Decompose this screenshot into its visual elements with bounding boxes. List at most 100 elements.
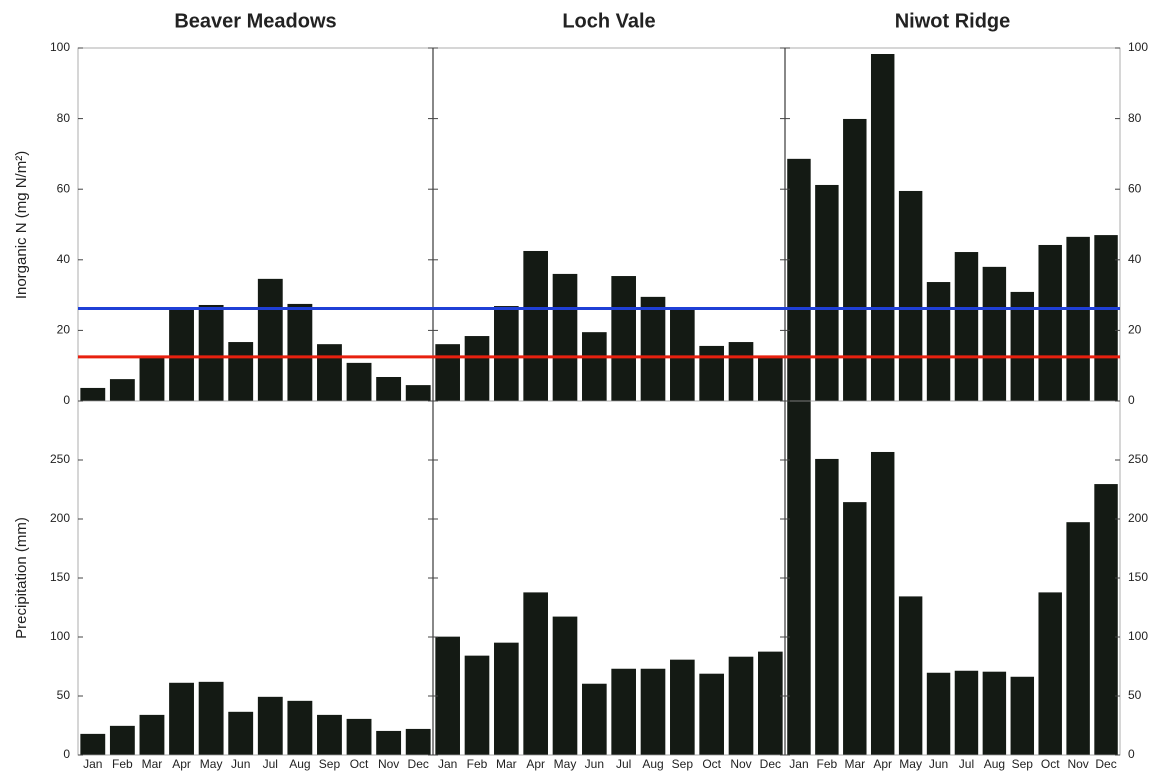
y-tick-label: 60	[1128, 181, 1142, 195]
y-tick-label: 100	[50, 629, 70, 643]
bar	[464, 336, 490, 401]
y-tick-label: 40	[57, 252, 71, 266]
bar	[1094, 235, 1118, 401]
bar	[1066, 522, 1090, 755]
y-tick-label: 0	[63, 747, 70, 761]
bar	[640, 668, 666, 755]
x-tick-label: Dec	[408, 757, 429, 771]
y-tick-label: 100	[1128, 629, 1148, 643]
bar	[169, 309, 194, 401]
bar	[287, 303, 313, 401]
bar	[494, 306, 519, 401]
x-tick-label: Jul	[263, 757, 278, 771]
x-tick-label: Jun	[585, 757, 604, 771]
bar	[198, 681, 224, 755]
bar	[376, 376, 402, 401]
bar	[405, 385, 431, 401]
y-tick-label: 50	[57, 688, 71, 702]
bar	[611, 276, 636, 401]
y-tick-label: 150	[50, 570, 70, 584]
x-tick-label: Feb	[817, 757, 838, 771]
x-tick-label: Oct	[702, 757, 721, 771]
x-tick-label: Apr	[172, 757, 191, 771]
bar	[494, 642, 519, 755]
bar	[582, 332, 607, 401]
bar	[787, 158, 811, 401]
bar	[80, 387, 106, 401]
bar	[843, 118, 867, 401]
bar	[139, 356, 165, 401]
x-tick-label: Apr	[526, 757, 545, 771]
bar	[870, 451, 895, 755]
x-tick-label: Oct	[350, 757, 369, 771]
x-tick-label: Nov	[378, 757, 399, 771]
bar	[405, 728, 431, 755]
bar	[464, 655, 490, 755]
x-tick-label: Jan	[438, 757, 457, 771]
x-tick-label: Apr	[873, 757, 892, 771]
x-tick-label: May	[200, 757, 223, 771]
bar	[1066, 236, 1090, 401]
bar	[758, 356, 783, 401]
bar	[198, 304, 224, 401]
x-tick-label: Jul	[959, 757, 974, 771]
bar	[670, 659, 695, 755]
bar	[228, 342, 254, 401]
bar	[109, 379, 135, 401]
bar	[287, 700, 313, 755]
bar	[552, 616, 578, 755]
bar	[843, 502, 867, 755]
x-tick-label: Jul	[616, 757, 631, 771]
bar	[787, 401, 811, 755]
x-tick-label: Nov	[730, 757, 751, 771]
y-tick-label: 100	[50, 40, 70, 54]
panel-title: Loch Vale	[562, 10, 655, 32]
x-tick-label: Feb	[467, 757, 488, 771]
bar	[257, 278, 283, 401]
x-tick-label: Dec	[760, 757, 781, 771]
bar	[1094, 484, 1118, 755]
bar	[954, 252, 979, 401]
bar	[758, 651, 783, 755]
bar	[982, 671, 1007, 755]
bar	[552, 273, 578, 401]
y-axis-label: Precipitation (mm)	[13, 517, 30, 639]
x-tick-label: Feb	[112, 757, 133, 771]
bar	[435, 636, 460, 755]
y-tick-label: 60	[57, 181, 71, 195]
bar	[80, 733, 106, 755]
y-tick-label: 20	[1128, 323, 1142, 337]
bar	[317, 344, 342, 401]
y-tick-label: 20	[57, 323, 71, 337]
x-tick-label: Mar	[496, 757, 517, 771]
x-tick-label: Jan	[789, 757, 808, 771]
y-tick-label: 50	[1128, 688, 1142, 702]
x-tick-label: Jan	[83, 757, 102, 771]
y-tick-label: 0	[1128, 393, 1135, 407]
x-tick-label: May	[899, 757, 922, 771]
y-tick-label: 0	[1128, 747, 1135, 761]
bar	[670, 308, 695, 401]
x-tick-label: Aug	[984, 757, 1005, 771]
x-tick-label: Sep	[319, 757, 341, 771]
panel-title: Beaver Meadows	[174, 10, 336, 32]
x-tick-label: Mar	[142, 757, 163, 771]
bar	[1038, 592, 1062, 755]
x-tick-label: Jun	[929, 757, 948, 771]
x-tick-label: Nov	[1067, 757, 1088, 771]
bar	[611, 668, 636, 755]
bar	[640, 296, 666, 401]
x-tick-label: May	[554, 757, 577, 771]
y-tick-label: 100	[1128, 40, 1148, 54]
y-tick-label: 200	[50, 511, 70, 525]
bar	[699, 345, 724, 401]
x-tick-label: Mar	[844, 757, 865, 771]
bar	[898, 596, 923, 755]
bar	[699, 673, 724, 755]
bar	[376, 730, 402, 755]
panel-title: Niwot Ridge	[895, 10, 1011, 32]
bar	[346, 718, 372, 755]
bar	[582, 683, 607, 755]
y-tick-label: 200	[1128, 511, 1148, 525]
